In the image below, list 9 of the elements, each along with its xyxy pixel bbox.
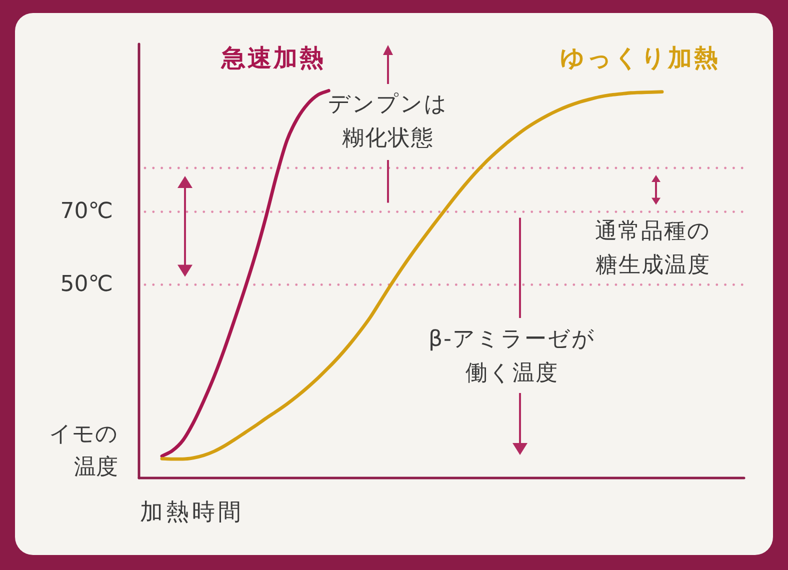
x-axis-title: 加熱時間 [140,499,244,526]
y-axis-title: イモの温度 [48,421,118,482]
annotation: デンプンは糊化状態 [327,91,449,153]
series-label: 急速加熱 [222,44,326,71]
series-label: ゆっくり加熱 [560,44,720,71]
y-tick-label: 70℃ [60,198,113,224]
annotation: 通常品種の糖生成温度 [594,218,712,280]
annotation: β-アミラーゼが働く温度 [428,326,596,388]
y-tick-label: 50℃ [60,272,113,297]
